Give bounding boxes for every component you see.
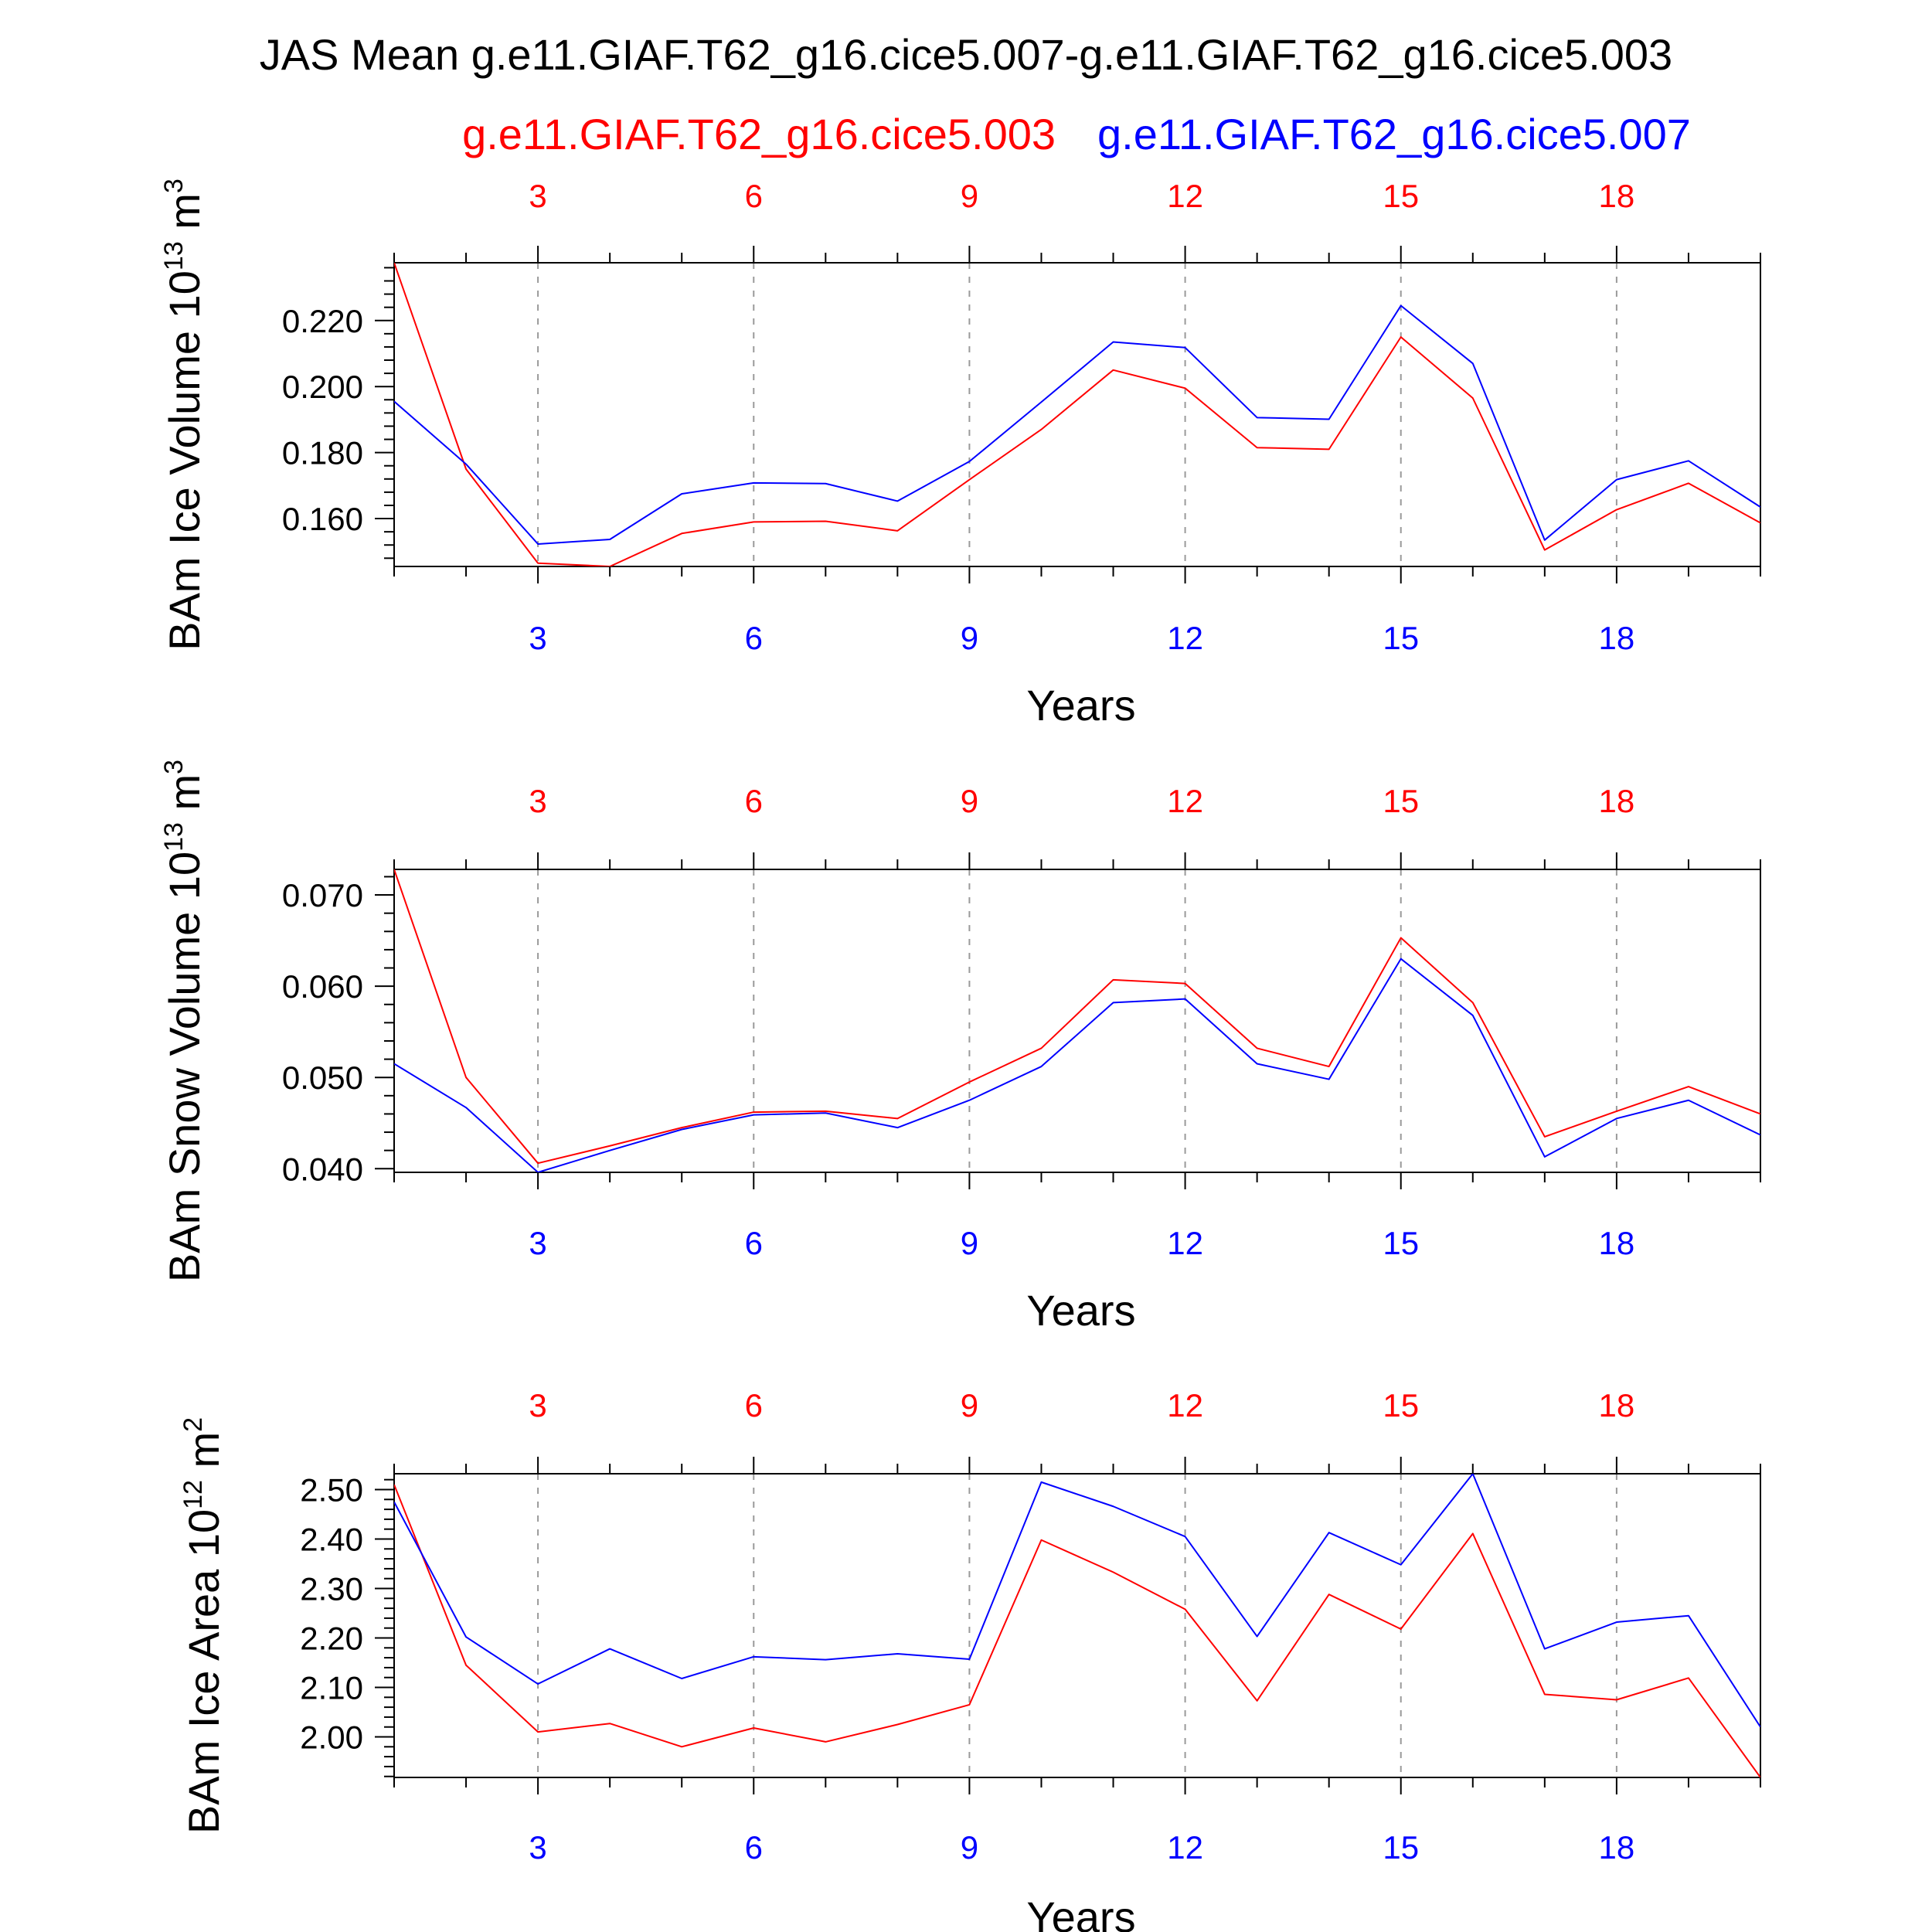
x-tick-label-bottom: 12	[1167, 620, 1203, 656]
x-tick-label-bottom: 9	[961, 620, 978, 656]
x-tick-label-top: 18	[1599, 783, 1635, 819]
series-line-red	[394, 869, 1760, 1165]
y-tick-label: 0.040	[282, 1151, 363, 1187]
series-line-red	[394, 1484, 1760, 1777]
y-axis-title-part: m	[160, 193, 209, 241]
y-axis-title: BAm Snow Volume 1013 m3	[159, 760, 209, 1282]
y-axis-title-superscript: 13	[159, 241, 189, 270]
x-tick-label-bottom: 3	[529, 620, 546, 656]
legend-case-red: g.e11.GIAF.T62_g16.cice5.003	[462, 110, 1056, 158]
x-tick-label-top: 12	[1167, 178, 1203, 214]
series-line-blue	[394, 304, 1760, 545]
x-tick-label-top: 6	[745, 783, 763, 819]
y-tick-label: 2.30	[300, 1570, 363, 1607]
y-tick-label: 2.20	[300, 1621, 363, 1657]
series-line-blue	[394, 1474, 1760, 1728]
legend-case-blue: g.e11.GIAF.T62_g16.cice5.007	[1097, 110, 1691, 158]
x-tick-label-top: 3	[529, 178, 546, 214]
y-axis-title: BAm Ice Area 1012 m2	[179, 1417, 228, 1834]
y-axis-title-part: m	[179, 1432, 228, 1480]
x-tick-label-top: 9	[961, 783, 978, 819]
y-axis-title-superscript: 3	[159, 760, 189, 774]
panel-1: 0.160 0.180 0.200 0.220 3 3 6 6 9 9 12 12 15 15 18 18 Ye…	[159, 178, 1761, 730]
x-tick-label-bottom: 15	[1383, 1829, 1419, 1866]
y-axis-title-part: BAm Snow Volume 10	[160, 852, 209, 1282]
y-tick-label: 0.220	[282, 303, 363, 339]
series-line-red	[394, 263, 1760, 566]
x-axis-title: Years	[1026, 681, 1135, 730]
x-tick-label-bottom: 15	[1383, 620, 1419, 656]
x-tick-label-bottom: 6	[745, 620, 763, 656]
y-axis-title-part: m	[160, 774, 209, 822]
y-tick-label: 0.060	[282, 968, 363, 1005]
panel-3: 2.00 2.10 2.20 2.30 2.40 2.50 3 3 6 6 9 9 12 12 15 15 18…	[179, 1387, 1761, 1932]
panel-2: 0.040 0.050 0.060 0.070 3 3 6 6 9 9 12 12 15 15 18 18 Ye…	[159, 760, 1761, 1335]
y-tick-label: 0.180	[282, 435, 363, 471]
x-tick-label-top: 3	[529, 783, 546, 819]
x-tick-label-bottom: 3	[529, 1829, 546, 1866]
plot-frame	[393, 869, 1761, 1173]
x-tick-label-top: 9	[961, 178, 978, 214]
x-tick-label-top: 12	[1167, 783, 1203, 819]
y-axis-title-superscript: 13	[159, 822, 189, 852]
x-tick-label-top: 15	[1383, 1387, 1419, 1423]
y-tick-label: 0.070	[282, 877, 363, 913]
x-tick-label-bottom: 12	[1167, 1225, 1203, 1261]
x-tick-label-top: 12	[1167, 1387, 1203, 1423]
y-axis-title-superscript: 2	[179, 1417, 208, 1432]
x-tick-label-bottom: 9	[961, 1829, 978, 1866]
y-tick-label: 0.160	[282, 501, 363, 537]
y-tick-label: 2.40	[300, 1521, 363, 1557]
x-axis-title: Years	[1026, 1286, 1135, 1335]
y-tick-label: 2.00	[300, 1719, 363, 1756]
x-tick-label-top: 6	[745, 178, 763, 214]
x-tick-label-top: 15	[1383, 783, 1419, 819]
y-tick-label: 0.050	[282, 1060, 363, 1096]
series-line-blue	[394, 957, 1760, 1172]
y-tick-label: 0.200	[282, 369, 363, 405]
y-tick-label: 2.50	[300, 1471, 363, 1508]
x-tick-label-top: 3	[529, 1387, 546, 1423]
x-tick-label-top: 9	[961, 1387, 978, 1423]
x-tick-label-bottom: 18	[1599, 1829, 1635, 1866]
x-tick-label-top: 18	[1599, 178, 1635, 214]
x-tick-label-top: 15	[1383, 178, 1419, 214]
y-axis-title-part: BAm Ice Volume 10	[160, 270, 209, 651]
y-axis-title: BAm Ice Volume 1013 m3	[159, 179, 209, 651]
x-tick-label-bottom: 18	[1599, 1225, 1635, 1261]
plot-frame	[393, 262, 1761, 567]
x-tick-label-bottom: 12	[1167, 1829, 1203, 1866]
x-tick-label-bottom: 3	[529, 1225, 546, 1261]
y-axis-title-superscript: 12	[179, 1480, 208, 1509]
x-tick-label-bottom: 6	[745, 1225, 763, 1261]
x-tick-label-bottom: 6	[745, 1829, 763, 1866]
x-tick-label-top: 18	[1599, 1387, 1635, 1423]
x-tick-label-bottom: 18	[1599, 620, 1635, 656]
x-tick-label-bottom: 15	[1383, 1225, 1419, 1261]
y-axis-title-superscript: 3	[159, 179, 189, 193]
y-axis-title-part: BAm Ice Area 10	[179, 1509, 228, 1834]
panels-container: 0.160 0.180 0.200 0.220 3 3 6 6 9 9 12 12 15 15 18 18 Ye…	[159, 178, 1761, 1932]
x-tick-label-top: 6	[745, 1387, 763, 1423]
plot-frame	[393, 1473, 1761, 1778]
y-tick-label: 2.10	[300, 1670, 363, 1706]
x-tick-label-bottom: 9	[961, 1225, 978, 1261]
x-axis-title: Years	[1026, 1893, 1135, 1932]
figure-title: JAS Mean g.e11.GIAF.T62_g16.cice5.007-g.…	[260, 30, 1672, 79]
